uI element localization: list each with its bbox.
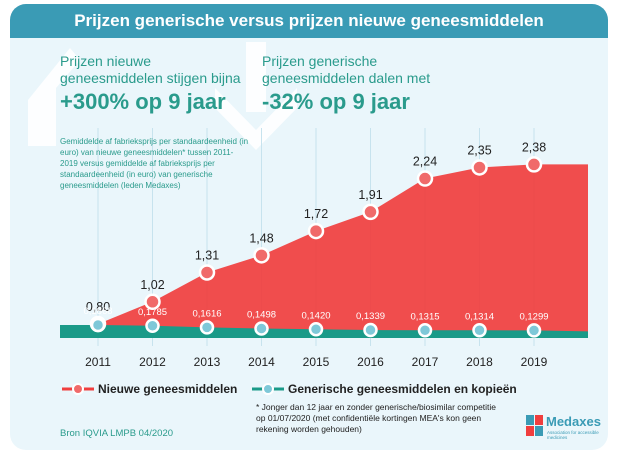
label-generic-2012: 0,1785 bbox=[138, 307, 167, 318]
x-tick-2017: 2017 bbox=[412, 355, 439, 369]
point-new-2019 bbox=[525, 156, 543, 173]
point-generic-2011 bbox=[90, 317, 106, 333]
legend-label-new: Nieuwe geneesmiddelen bbox=[98, 382, 238, 396]
legend-label-generic: Generische geneesmiddelen en kopieën bbox=[288, 382, 517, 396]
x-tick-2012: 2012 bbox=[139, 355, 166, 369]
x-tick-2014: 2014 bbox=[248, 355, 275, 369]
point-generic-2017 bbox=[417, 323, 433, 338]
x-tick-2019: 2019 bbox=[521, 355, 548, 369]
label-generic-2017: 0,1315 bbox=[410, 311, 439, 322]
x-tick-2015: 2015 bbox=[303, 355, 330, 369]
point-generic-2013 bbox=[199, 320, 215, 335]
area-generic-medicines bbox=[60, 325, 588, 338]
down-arrow-stem bbox=[246, 42, 266, 112]
label-generic-2016: 0,1339 bbox=[356, 311, 385, 322]
point-new-2015 bbox=[307, 222, 325, 240]
logo-name: Medaxes bbox=[546, 414, 601, 429]
point-new-2017 bbox=[416, 170, 434, 187]
x-tick-2011: 2011 bbox=[85, 355, 111, 369]
point-new-2016 bbox=[362, 203, 379, 221]
x-tick-2016: 2016 bbox=[357, 355, 384, 369]
footnote: * Jonger dan 12 jaar en zonder generisch… bbox=[256, 402, 497, 434]
point-new-2013 bbox=[198, 264, 216, 281]
down-arrow-decoration bbox=[215, 88, 297, 150]
label-generic-2013: 0,1616 bbox=[192, 308, 221, 319]
medaxes-logo: Medaxes Association for accessible medic… bbox=[526, 413, 606, 443]
generic-claim-line2: geneesmiddelen dalen met bbox=[262, 70, 431, 86]
logo-tagline: Association for accessible medicines bbox=[547, 430, 599, 440]
label-new-2018: 2,35 bbox=[467, 143, 491, 157]
new-claim-percentage: +300% op 9 jaar bbox=[60, 89, 226, 114]
point-new-2012 bbox=[144, 293, 161, 311]
new-claim-line2: geneesmiddelen stijgen bijna bbox=[60, 70, 241, 86]
medaxes-logo-mark-icon bbox=[526, 415, 543, 436]
label-generic-2015: 0,1420 bbox=[301, 310, 330, 321]
generic-claim-line1: Prijzen generische bbox=[262, 53, 378, 69]
point-generic-2016 bbox=[363, 322, 378, 338]
point-new-2018 bbox=[471, 159, 488, 176]
x-tick-2018: 2018 bbox=[466, 355, 493, 369]
up-arrow-decoration bbox=[28, 48, 80, 146]
label-new-2017: 2,24 bbox=[413, 155, 437, 169]
label-new-2016: 1,91 bbox=[358, 188, 382, 202]
area-new-medicines bbox=[60, 164, 588, 338]
point-generic-2012 bbox=[145, 318, 160, 334]
label-generic-2018: 0,1314 bbox=[465, 311, 494, 322]
label-new-2019: 2,38 bbox=[522, 140, 546, 154]
label-generic-2011: 0,1868 bbox=[83, 306, 112, 317]
label-generic-2019: 0,1299 bbox=[519, 311, 548, 322]
area-chart: 0,80 1,02 1,31 1,48 1,72 1,91 2,24 2,35 2,38 0,18… bbox=[28, 42, 588, 395]
point-new-2014 bbox=[253, 247, 270, 264]
chart-panel: 0,80 1,02 1,31 1,48 1,72 1,91 2,24 2,35 2,38 0,18… bbox=[10, 38, 608, 450]
methodology-note: Gemiddelde af fabrieksprijs per standaar… bbox=[60, 137, 249, 190]
label-new-2013: 1,31 bbox=[195, 248, 219, 262]
generic-claim-percentage: -32% op 9 jaar bbox=[262, 89, 410, 114]
label-generic-2014: 0,1498 bbox=[247, 310, 276, 321]
label-new-2015: 1,72 bbox=[304, 207, 328, 221]
point-generic-2018 bbox=[472, 323, 487, 338]
source-text: Bron IQVIA LMPB 04/2020 bbox=[60, 428, 174, 439]
x-tick-2013: 2013 bbox=[194, 355, 221, 369]
legend-dot-new bbox=[72, 383, 84, 395]
point-generic-2015 bbox=[308, 322, 324, 337]
legend-dot-generic bbox=[262, 383, 274, 395]
decoration-arrows bbox=[28, 42, 297, 150]
point-generic-2014 bbox=[254, 321, 269, 336]
chart-title: Prijzen generische versus prijzen nieuwe… bbox=[10, 4, 608, 38]
label-new-2014: 1,48 bbox=[249, 231, 273, 245]
label-new-2011: 0,80 bbox=[86, 300, 110, 314]
point-generic-2019 bbox=[526, 323, 542, 338]
new-claim-line1: Prijzen nieuwe bbox=[60, 53, 152, 69]
label-new-2012: 1,02 bbox=[140, 278, 164, 292]
